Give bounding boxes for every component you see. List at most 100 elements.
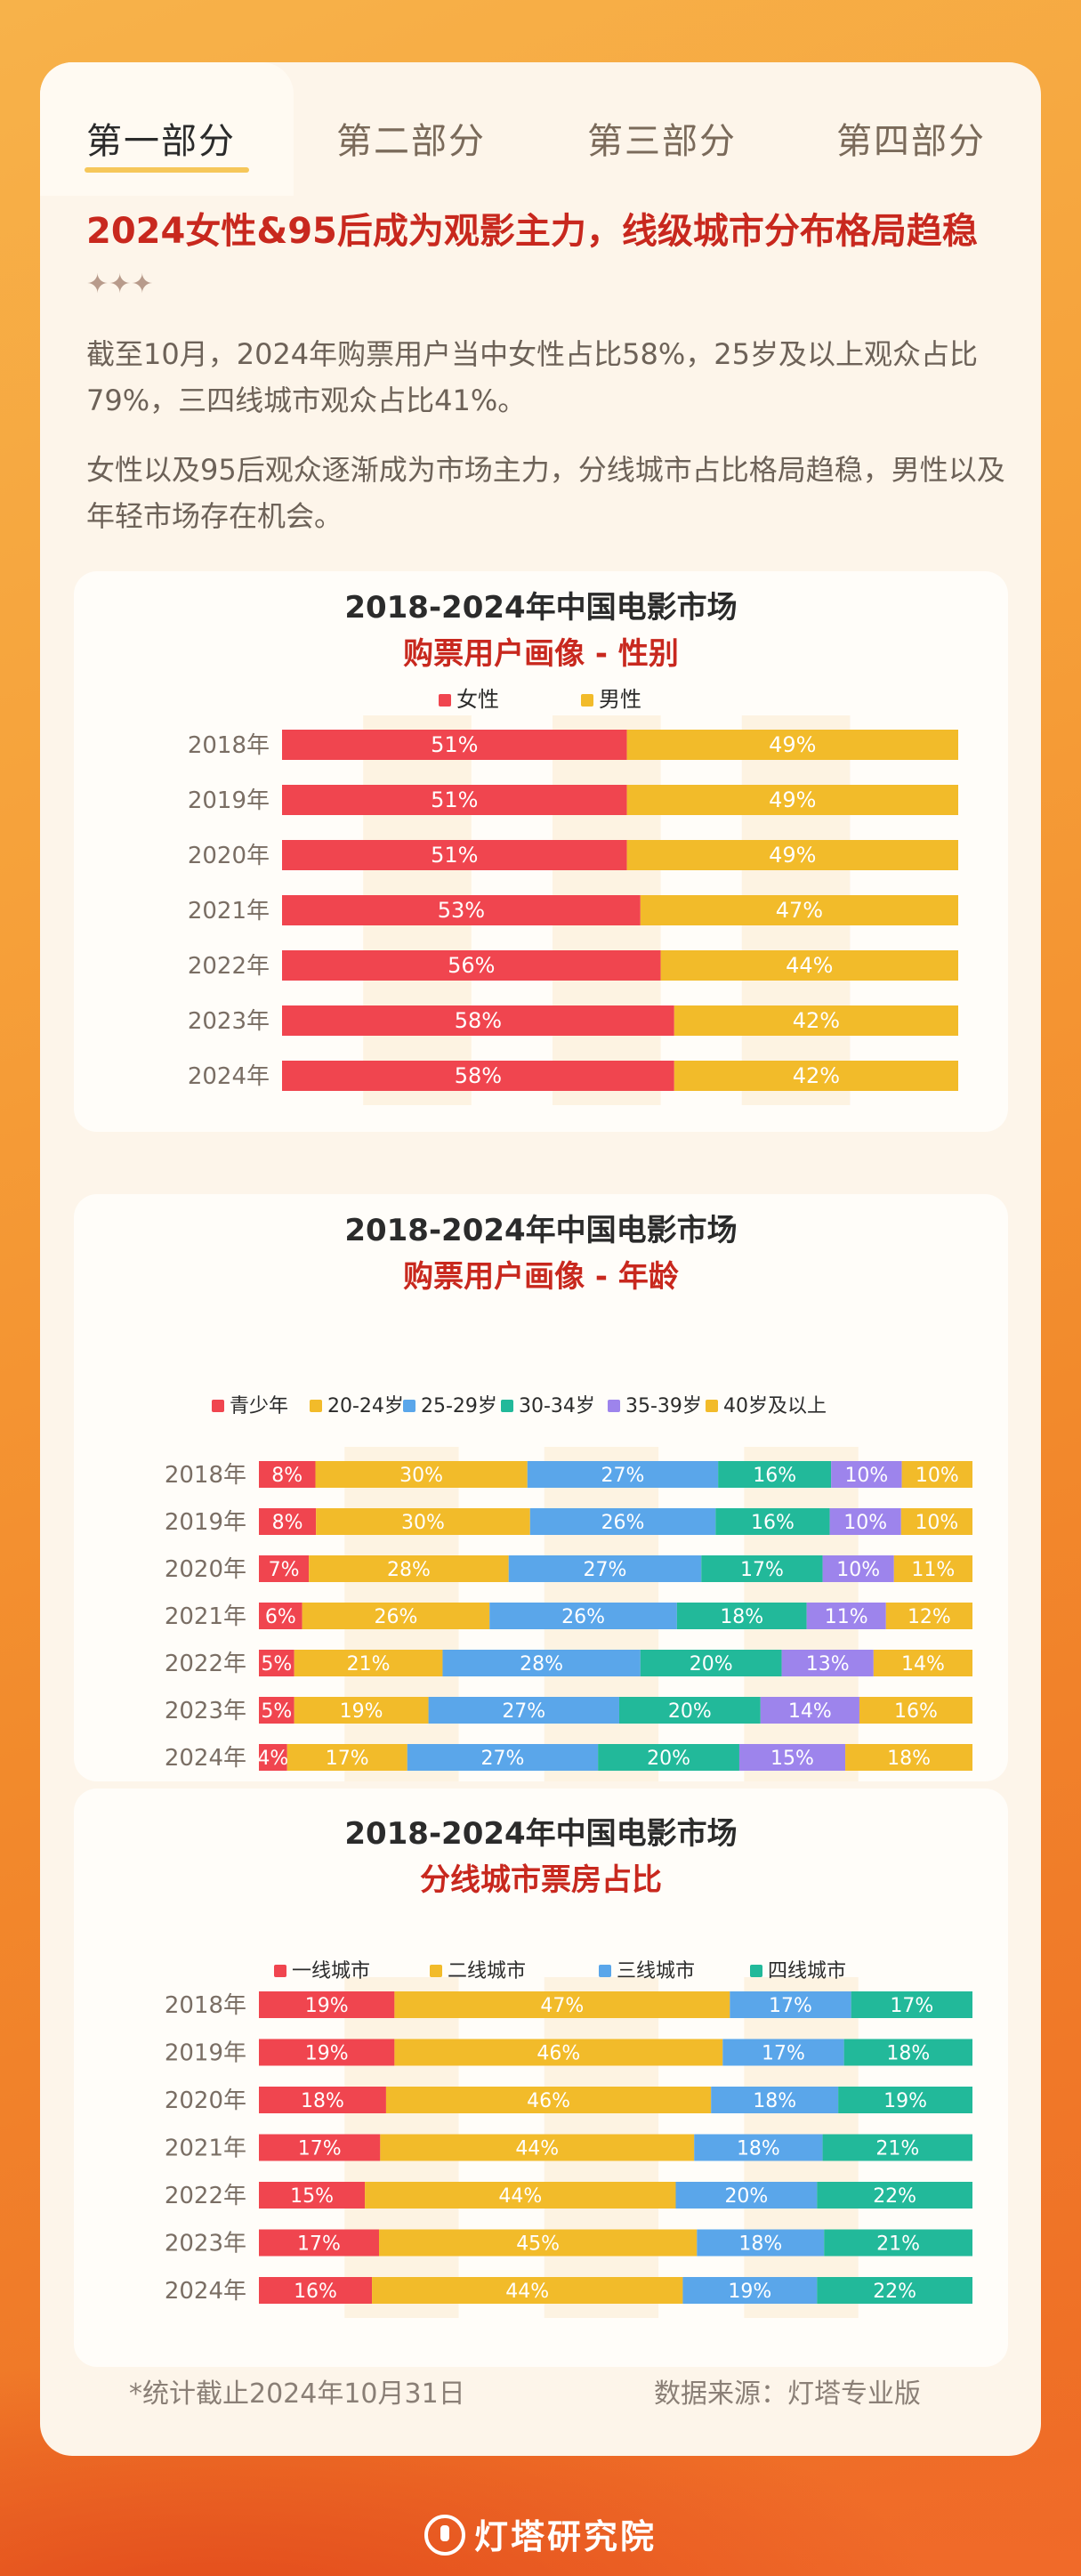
legend-swatch [706,1400,718,1412]
data-label: 30% [399,1465,443,1487]
bar-segment [722,2039,844,2066]
tab-part-1[interactable]: 第一部分 [86,121,236,162]
legend-label: 青少年 [230,1395,288,1417]
bar-segment [901,1461,972,1488]
bar-segment [316,1508,530,1535]
page-headline: 2024女性&95后成为观影主力，线级城市分布格局趋稳 ✦✦✦ [86,206,1012,310]
legend-swatch [599,1965,611,1977]
bar-segment [394,2039,723,2066]
category-label: 2024年 [165,1745,246,1772]
bar-segment [428,1697,619,1724]
bar-segment [851,1991,972,2018]
bar-segment [282,1005,674,1036]
data-label: 8% [271,1465,303,1487]
data-label: 5% [261,1700,292,1723]
headline-text: 2024女性&95后成为观影主力，线级城市分布格局趋稳 [86,211,978,252]
data-label: 44% [505,2281,549,2303]
data-label: 44% [786,953,833,978]
category-label: 2020年 [165,2087,246,2114]
bar-segment [674,1061,958,1091]
bar-segment [259,2277,373,2304]
summary-paragraph-1: 截至10月，2024年购票用户当中女性占比58%，25岁及以上观众占比79%，三… [86,337,979,417]
category-label: 2019年 [165,2040,246,2067]
bar-segment [527,1461,719,1488]
bar-segment [372,2277,683,2304]
legend-swatch [430,1965,442,1977]
data-label: 19% [305,2043,349,2065]
data-label: 28% [387,1559,431,1581]
bar-segment [618,1697,761,1724]
data-label: 47% [776,898,823,923]
bar-segment [781,1650,874,1676]
category-label: 2018年 [165,1992,246,2019]
data-label: 7% [269,1559,300,1581]
tab-part-3[interactable]: 第三部分 [587,121,737,162]
category-label: 2021年 [188,898,270,925]
bar-segment [259,2229,379,2257]
data-label: 15% [770,1748,814,1770]
bar-segment [309,1555,509,1582]
chart-subtitle: 购票用户画像 - 年龄 [403,1259,679,1295]
data-label: 53% [438,898,485,923]
bar-segment [730,1991,851,2018]
legend-label: 30-34岁 [519,1395,595,1417]
lighthouse-logo-icon [424,2515,465,2556]
bar-segment [822,2134,972,2161]
category-label: 2019年 [165,1509,246,1536]
data-label: 17% [326,1748,369,1770]
section-tabs: 第一部分 第二部分 第三部分 第四部分 [40,62,1041,178]
bar-segment [885,1603,972,1629]
legend-label: 二线城市 [448,1960,526,1982]
data-label: 4% [257,1748,288,1770]
data-label: 17% [298,2138,342,2160]
chart-panel-age: 2018-2024年中国电影市场 购票用户画像 - 年龄 青少年 20-24岁 25-2… [74,1194,1008,1781]
bar-segment [259,1744,287,1771]
data-label: 18% [720,1606,763,1628]
data-label: 47% [540,1995,584,2017]
legend-swatch [274,1965,286,1977]
legend-label: 25-29岁 [421,1395,497,1417]
bar-segment [259,2182,366,2209]
legend-swatch [581,694,593,707]
bar-segment [259,1603,303,1629]
category-label: 2024年 [165,2278,246,2305]
data-label: 42% [793,1063,840,1088]
legend-label: 35-39岁 [625,1395,702,1417]
bar-segment [394,1991,730,2018]
data-label: 26% [374,1606,417,1628]
bar-segment [674,1005,958,1036]
data-label: 18% [737,2138,780,2160]
chart-panel-city-tier: 2018-2024年中国电影市场 分线城市票房占比 一线城市 二线城市 三线城市 四线城市… [74,1789,1008,2367]
chart-subtitle: 购票用户画像 - 性别 [403,636,679,672]
content-card: 第一部分 第二部分 第三部分 第四部分 2024女性&95后成为观影主力，线级城… [40,62,1041,2456]
data-label: 56% [448,953,495,978]
legend-swatch [310,1400,322,1412]
data-label: 27% [502,1700,545,1723]
data-label: 16% [294,2281,337,2303]
data-label: 20% [668,1700,712,1723]
bar-segment [831,1461,902,1488]
data-label: 10% [836,1559,880,1581]
bar-segment [817,2182,972,2209]
category-label: 2021年 [165,1603,246,1630]
data-label: 49% [769,732,816,757]
bar-segment [718,1461,832,1488]
tab-part-2[interactable]: 第二部分 [336,121,486,162]
data-label: 19% [728,2281,771,2303]
tab-part-4[interactable]: 第四部分 [836,121,986,162]
bar-segment [286,1744,407,1771]
data-label: 20% [690,1653,733,1676]
data-label: 58% [455,1008,502,1033]
data-label: 18% [301,2090,344,2112]
bar-segment [626,840,958,870]
bar-segment [694,2134,823,2161]
bar-segment [711,2087,839,2113]
data-label: 11% [825,1606,868,1628]
data-label: 42% [793,1008,840,1033]
bar-segment [282,950,661,981]
data-label: 46% [536,2043,580,2065]
chart-title: 2018-2024年中国电影市场 [344,1816,737,1852]
data-label: 51% [431,732,478,757]
bar-segment [302,1603,490,1629]
